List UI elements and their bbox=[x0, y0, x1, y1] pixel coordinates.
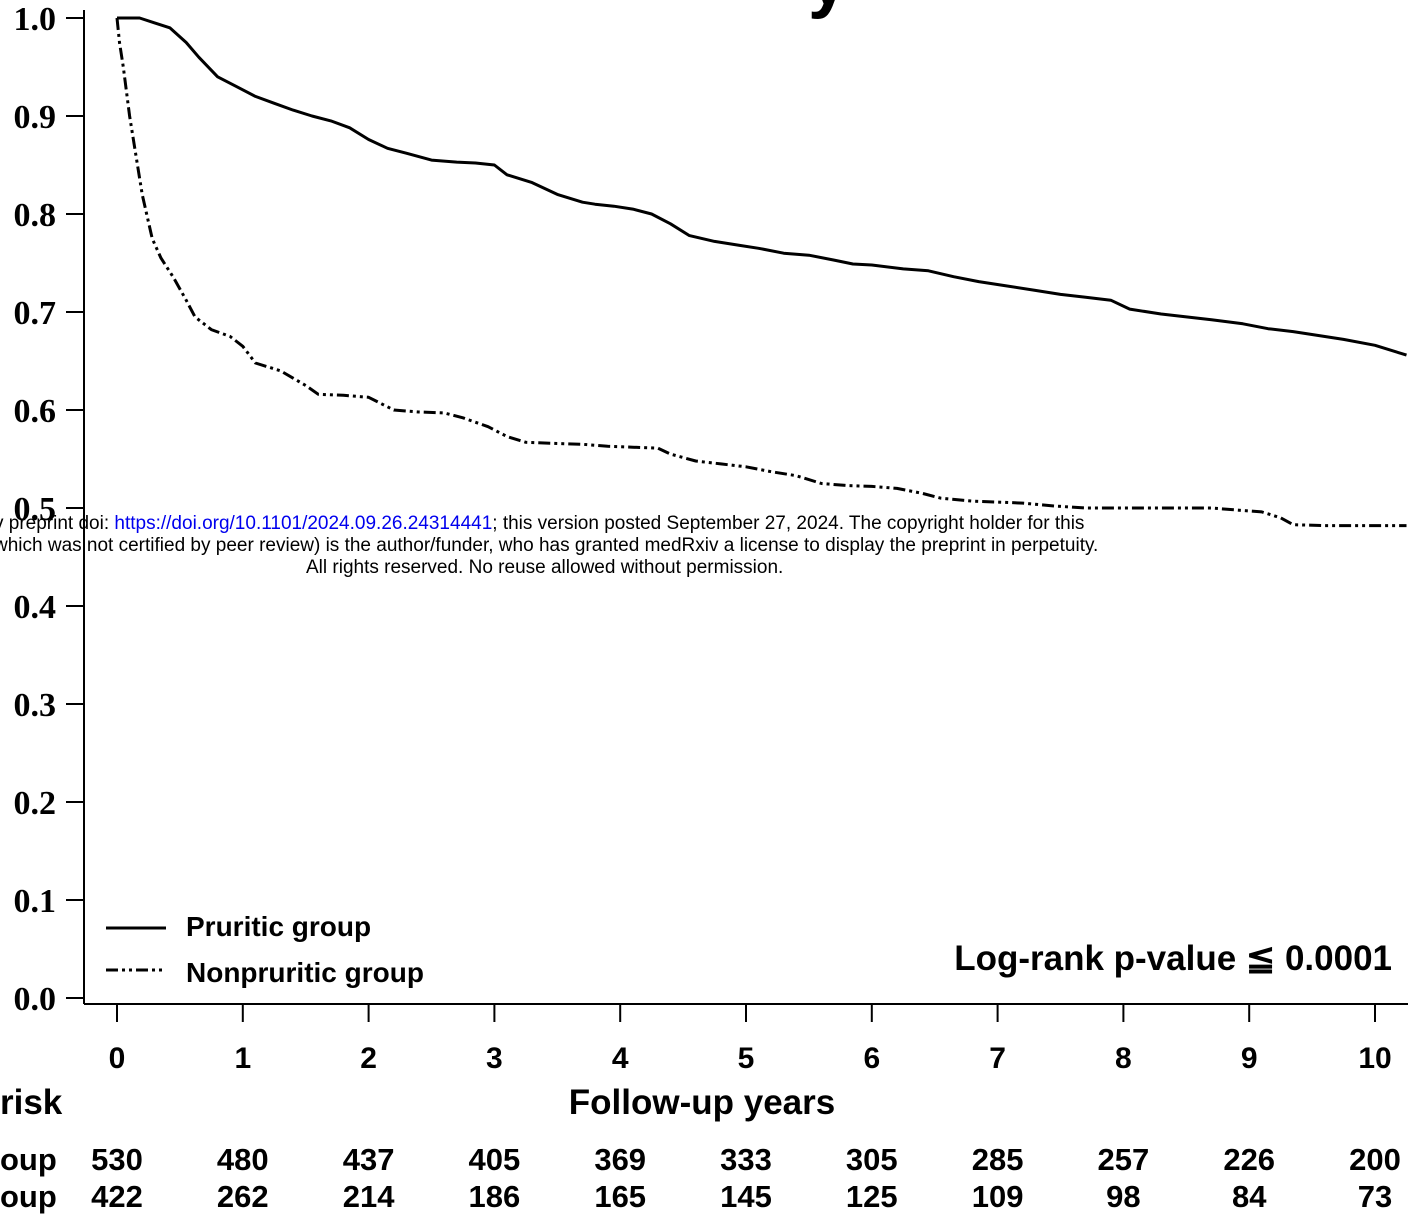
notice-prefix: v preprint doi: bbox=[0, 513, 115, 534]
risk-table-cell: 480 bbox=[217, 1142, 269, 1177]
y-tick-label: 0.8 bbox=[14, 197, 57, 234]
curve-nonpruritic-group bbox=[115, 17, 1407, 528]
notice-suffix: ; this version posted September 27, 2024… bbox=[492, 513, 1085, 534]
risk-table-cell: 145 bbox=[720, 1179, 772, 1214]
risk-table-cell: 437 bbox=[343, 1142, 395, 1177]
risk-table-cell: 422 bbox=[91, 1179, 143, 1214]
y-tick-label: 0.3 bbox=[14, 687, 57, 724]
y-tick-label: 0.7 bbox=[14, 295, 57, 332]
risk-table-cell: 84 bbox=[1232, 1179, 1267, 1214]
risk-table-cell: 405 bbox=[469, 1142, 521, 1177]
y-tick-label: 0.9 bbox=[14, 99, 57, 136]
y-tick-group: 0.0 0.1 0.2 0.3 0.4 0.5 0.6 0.7 0.8 0.9 1.0 bbox=[14, 1, 84, 1018]
risk-table-cell: 73 bbox=[1358, 1179, 1392, 1214]
preprint-notice-line3: All rights reserved. No reuse allowed wi… bbox=[306, 557, 784, 578]
doi-link[interactable]: https://doi.org/10.1101/2024.09.26.24314… bbox=[114, 513, 493, 534]
x-tick-label: 5 bbox=[738, 1042, 755, 1075]
survival-curves bbox=[115, 16, 1407, 528]
y-tick-label: 0.6 bbox=[14, 393, 57, 430]
risk-table-values: 530 480 437 405 369 333 305 285 257 226 200 422 262 2… bbox=[91, 1142, 1401, 1214]
x-tick-group: 0 1 2 3 4 5 6 7 8 9 10 bbox=[109, 1004, 1392, 1075]
preprint-notice-line1: v preprint doi: https://doi.org/10.1101/… bbox=[0, 513, 1084, 535]
x-tick-label: 2 bbox=[360, 1042, 377, 1075]
risk-table-cell: 305 bbox=[846, 1142, 898, 1177]
risk-table-cell: 200 bbox=[1349, 1142, 1401, 1177]
risk-row-label-1: oup bbox=[0, 1142, 57, 1177]
risk-table-cell: 333 bbox=[720, 1142, 772, 1177]
risk-table-cell: 109 bbox=[972, 1179, 1024, 1214]
risk-table-cell: 257 bbox=[1098, 1142, 1150, 1177]
x-tick-label: 1 bbox=[234, 1042, 251, 1075]
log-rank-annotation: Log-rank p-value ≦ 0.0001 bbox=[954, 939, 1392, 978]
legend-label-pruritic: Pruritic group bbox=[186, 911, 371, 942]
preprint-notice-line2: which was not certified by peer review) … bbox=[0, 535, 1099, 556]
y-tick-label: 0.5 bbox=[14, 491, 57, 528]
risk-table-cell: 125 bbox=[846, 1179, 898, 1214]
x-tick-label: 10 bbox=[1358, 1042, 1391, 1075]
y-tick-label: 0.2 bbox=[14, 785, 57, 822]
x-tick-label: 4 bbox=[612, 1042, 629, 1075]
curve-pruritic-group bbox=[117, 16, 1407, 357]
x-tick-label: 8 bbox=[1115, 1042, 1132, 1075]
risk-table-cell: 226 bbox=[1223, 1142, 1275, 1177]
risk-table-cell: 165 bbox=[594, 1179, 646, 1214]
x-tick-label: 0 bbox=[109, 1042, 126, 1075]
x-tick-label: 9 bbox=[1241, 1042, 1258, 1075]
y-tick-label: 0.4 bbox=[14, 589, 57, 626]
chart-title-fragment: y bbox=[808, 0, 848, 20]
risk-table-title: risk bbox=[0, 1083, 63, 1122]
legend: Pruritic group Nonpruritic group bbox=[106, 911, 424, 988]
risk-table-cell: 285 bbox=[972, 1142, 1024, 1177]
risk-row-label-2: oup bbox=[0, 1179, 57, 1214]
risk-table-cell: 186 bbox=[469, 1179, 521, 1214]
y-tick-label: 0.0 bbox=[14, 981, 57, 1018]
x-tick-label: 6 bbox=[863, 1042, 880, 1075]
x-tick-label: 7 bbox=[989, 1042, 1006, 1075]
x-axis-label: Follow-up years bbox=[569, 1083, 835, 1122]
y-tick-label: 1.0 bbox=[14, 1, 57, 38]
risk-table-cell: 530 bbox=[91, 1142, 143, 1177]
risk-table-cell: 98 bbox=[1106, 1179, 1140, 1214]
legend-label-nonpruritic: Nonpruritic group bbox=[186, 957, 424, 988]
risk-table-cell: 369 bbox=[594, 1142, 646, 1177]
risk-table-cell: 214 bbox=[343, 1179, 395, 1214]
risk-table-cell: 262 bbox=[217, 1179, 269, 1214]
y-tick-label: 0.1 bbox=[14, 883, 57, 920]
x-tick-label: 3 bbox=[486, 1042, 503, 1075]
